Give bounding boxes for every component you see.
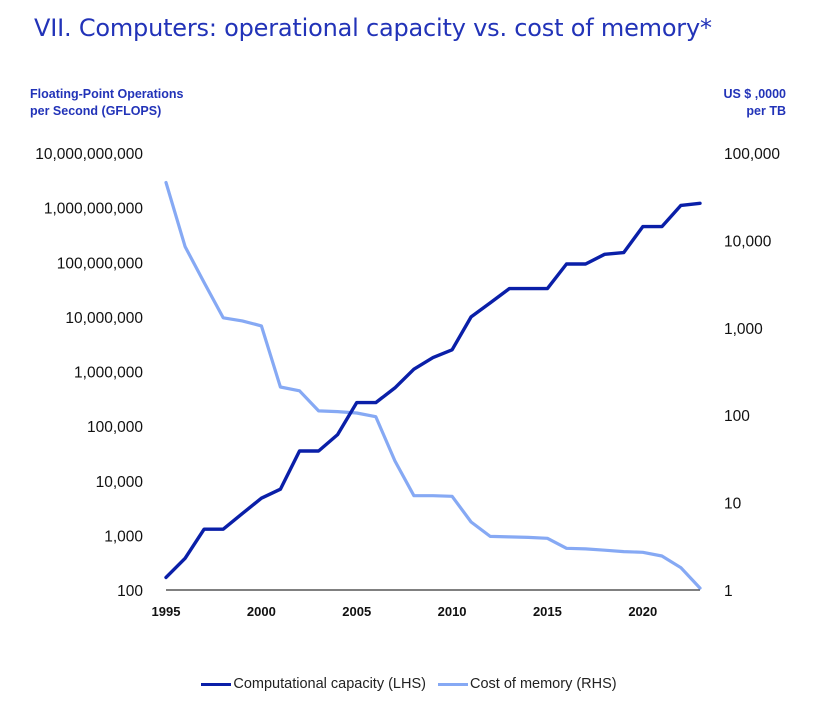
left-tick-label: 10,000: [96, 474, 144, 491]
x-tick-label: 1995: [152, 604, 181, 619]
x-tick-label: 2010: [438, 604, 467, 619]
right-tick-label: 10,000: [724, 233, 772, 250]
left-tick-label: 100,000: [87, 419, 143, 436]
x-tick-label: 2020: [628, 604, 657, 619]
series-line-capacity: [164, 201, 702, 580]
left-axis-label: Floating-Point Operations per Second (GF…: [30, 87, 184, 118]
legend-item-capacity: Computational capacity (LHS): [201, 676, 426, 692]
right-tick-label: 10: [724, 496, 742, 513]
right-tick-label: 1,000: [724, 321, 763, 338]
legend: Computational capacity (LHS) Cost of mem…: [0, 676, 818, 692]
right-tick-label: 100,000: [724, 146, 780, 163]
x-tick-label: 2000: [247, 604, 276, 619]
legend-item-memory: Cost of memory (RHS): [437, 676, 617, 692]
x-tick-label: 2005: [342, 604, 371, 619]
left-tick-label: 1,000,000,000: [44, 201, 144, 218]
legend-swatch-memory: [437, 682, 468, 686]
right-tick-label: 100: [724, 408, 750, 425]
x-tick-label: 2015: [533, 604, 562, 619]
legend-label-capacity: Computational capacity (LHS): [233, 676, 426, 692]
series-line-memory: [164, 180, 702, 590]
left-tick-label: 1,000: [104, 528, 143, 545]
left-tick-label: 1,000,000: [74, 365, 143, 382]
left-tick-label: 100: [117, 583, 143, 600]
left-tick-label: 10,000,000,000: [35, 146, 143, 163]
right-axis-label: US $ ,0000 per TB: [723, 87, 786, 118]
left-tick-label: 10,000,000: [65, 310, 143, 327]
chart-title: VII. Computers: operational capacity vs.…: [34, 14, 712, 42]
legend-label-memory: Cost of memory (RHS): [469, 676, 617, 692]
right-tick-label: 1: [724, 583, 733, 600]
left-tick-label: 100,000,000: [57, 255, 144, 272]
legend-swatch-capacity: [201, 682, 232, 686]
